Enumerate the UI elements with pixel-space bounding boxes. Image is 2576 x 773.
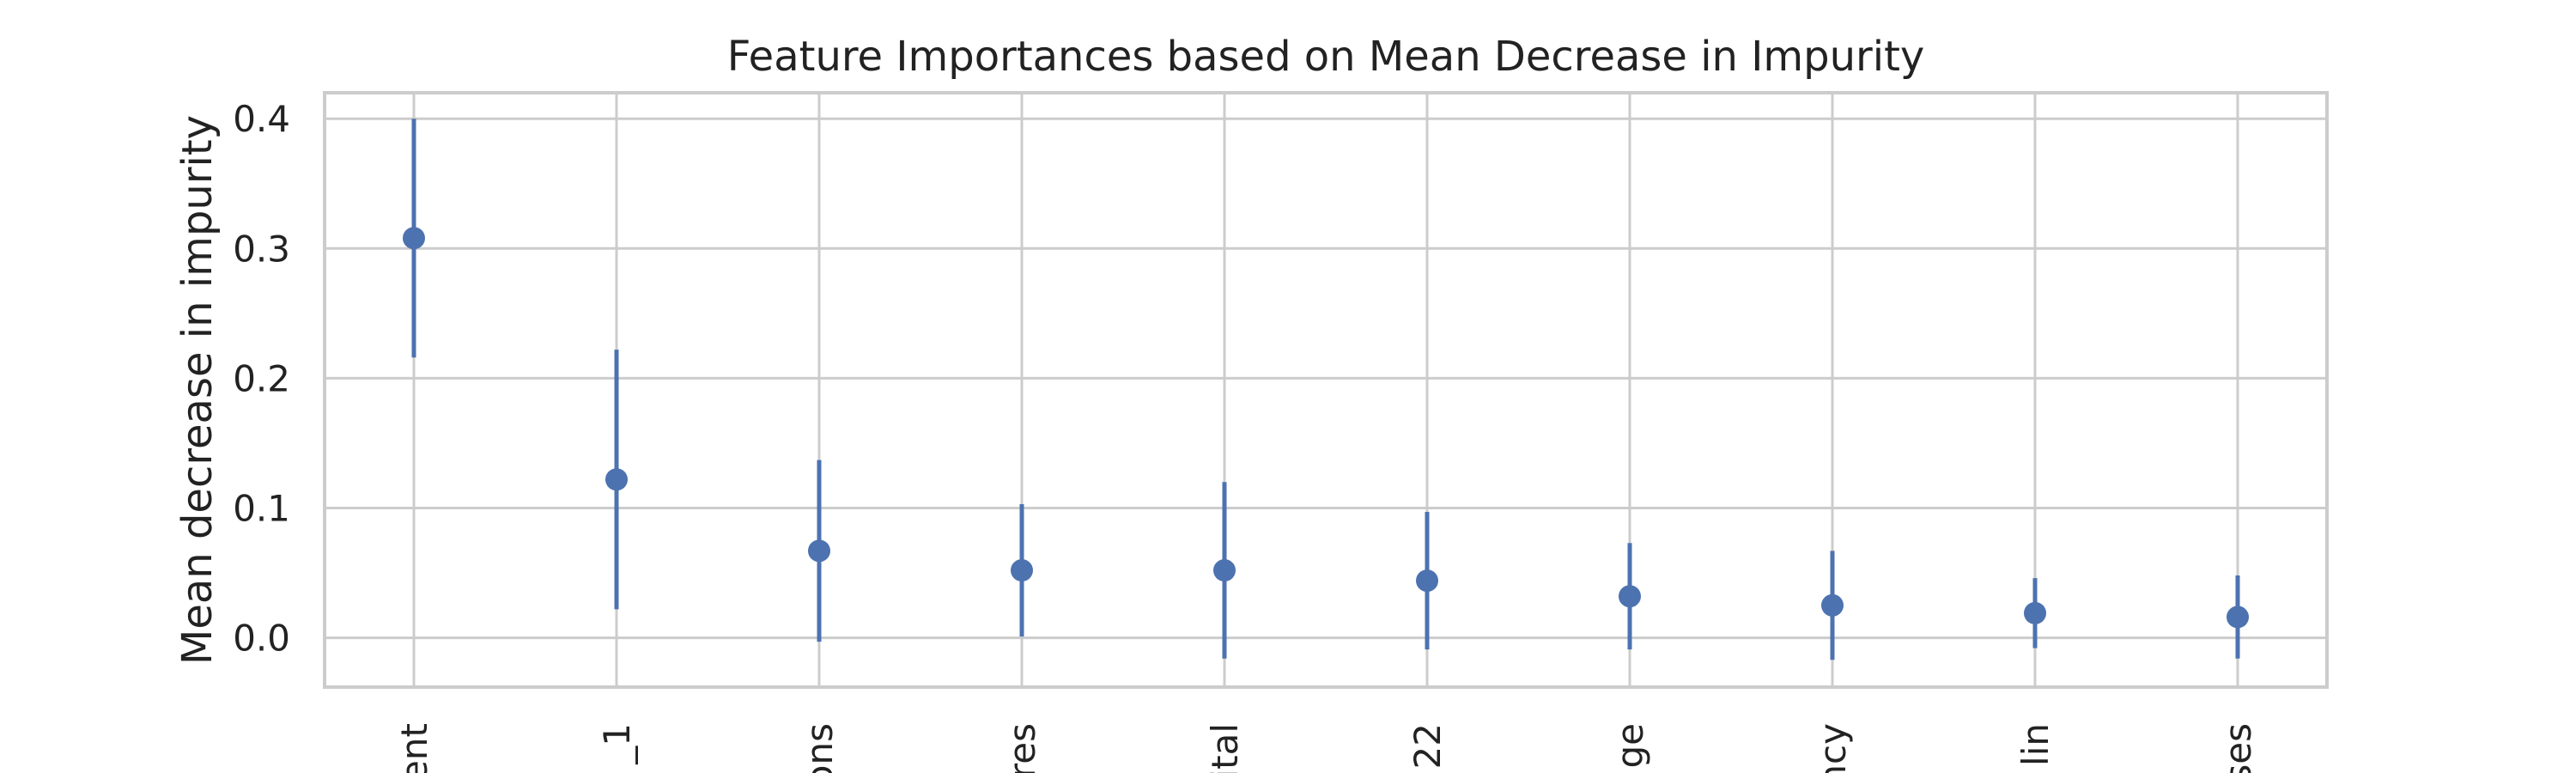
- data-point: [403, 227, 425, 250]
- data-point: [1416, 569, 1438, 593]
- data-point: [808, 539, 830, 563]
- data-point: [1011, 559, 1033, 582]
- x-tick-labels: ent _1 ons res ital 22 ge ncy lin ses: [393, 723, 2259, 773]
- x-tick-label: ons: [799, 723, 841, 773]
- x-tick-label: 22: [1406, 723, 1449, 769]
- y-tick-label: 0.2: [233, 357, 290, 399]
- y-tick-label: 0.1: [233, 487, 290, 529]
- x-tick-label: ge: [1609, 723, 1651, 769]
- grid-lines: [325, 93, 2327, 687]
- x-tick-label: ses: [2217, 723, 2259, 773]
- x-tick-label: ent: [393, 723, 435, 773]
- x-tick-label: ncy: [1812, 723, 1854, 773]
- x-tick-label: _1: [596, 723, 638, 765]
- chart-title: Feature Importances based on Mean Decrea…: [727, 33, 1925, 81]
- y-tick-label: 0.4: [233, 98, 290, 140]
- y-tick-label: 0.3: [233, 228, 290, 270]
- data-point: [1213, 559, 1236, 582]
- data-marks: [403, 119, 2249, 660]
- data-point: [1619, 585, 1641, 608]
- x-tick-label: lin: [2014, 723, 2057, 766]
- data-point: [605, 468, 628, 491]
- data-point: [1821, 593, 1844, 617]
- y-axis-label: Mean decrease in impurity: [173, 115, 222, 665]
- y-tick-labels: 0.0 0.1 0.2 0.3 0.4: [233, 98, 290, 659]
- x-tick-label: res: [1001, 723, 1043, 773]
- data-point: [2024, 601, 2046, 624]
- plot-frame: [323, 91, 2329, 689]
- y-tick-label: 0.0: [233, 618, 290, 660]
- data-point: [2227, 606, 2249, 629]
- x-tick-label: ital: [1204, 723, 1246, 773]
